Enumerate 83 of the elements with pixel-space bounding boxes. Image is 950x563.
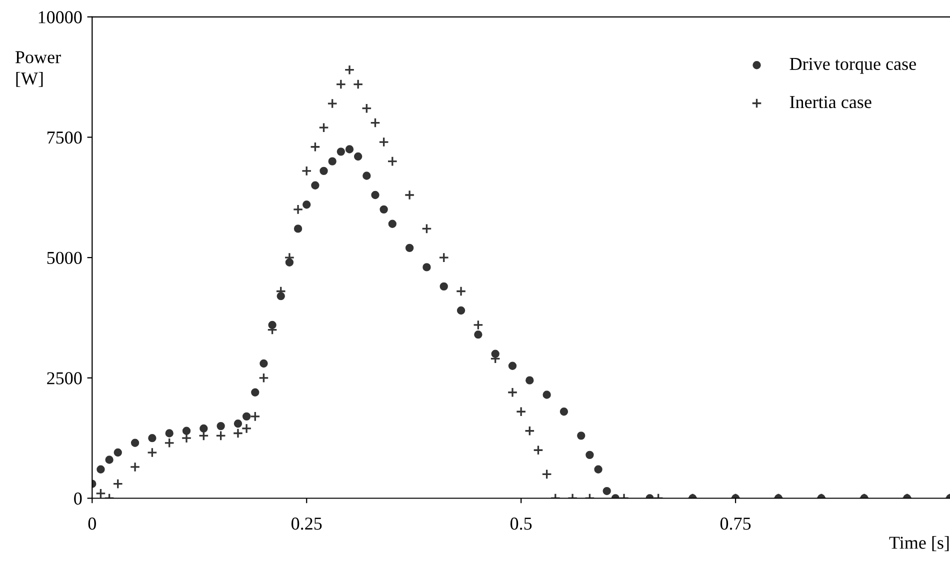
point bbox=[327, 98, 338, 109]
point bbox=[148, 434, 156, 442]
point bbox=[361, 103, 372, 114]
point bbox=[112, 478, 124, 490]
point bbox=[232, 428, 244, 438]
x-tick-label: 0.5 bbox=[510, 518, 532, 530]
x-tick-label: 0 bbox=[88, 518, 96, 530]
point bbox=[311, 181, 320, 190]
y-tick-label: 10000 bbox=[38, 11, 82, 24]
point bbox=[378, 136, 390, 148]
point bbox=[96, 465, 105, 474]
point bbox=[292, 204, 304, 215]
legend-label: Drive torque case bbox=[790, 58, 916, 74]
legend-label: Inertia case bbox=[790, 96, 872, 108]
point bbox=[328, 157, 336, 166]
x-tick-label: 0.75 bbox=[720, 518, 751, 530]
point bbox=[421, 223, 432, 234]
point bbox=[560, 408, 568, 416]
y-tick-label: 0 bbox=[74, 492, 82, 505]
point bbox=[387, 156, 398, 167]
point bbox=[242, 412, 251, 421]
point bbox=[260, 359, 268, 368]
point bbox=[234, 420, 242, 428]
point bbox=[216, 430, 226, 441]
point bbox=[404, 190, 415, 200]
point bbox=[354, 152, 362, 161]
point bbox=[294, 224, 302, 233]
point bbox=[200, 424, 208, 433]
point bbox=[250, 411, 260, 422]
point bbox=[586, 450, 594, 460]
point bbox=[508, 362, 517, 370]
y-axis-title: Power [W] bbox=[15, 51, 61, 87]
point bbox=[345, 145, 354, 154]
point bbox=[524, 426, 535, 436]
point bbox=[105, 456, 114, 464]
point bbox=[516, 406, 526, 417]
point bbox=[405, 244, 414, 252]
point bbox=[114, 448, 122, 457]
point bbox=[146, 447, 158, 458]
point bbox=[594, 465, 602, 474]
point bbox=[336, 148, 346, 156]
point bbox=[251, 388, 260, 396]
point bbox=[310, 142, 320, 152]
point bbox=[542, 468, 552, 480]
point bbox=[456, 306, 466, 315]
point bbox=[318, 122, 329, 133]
point bbox=[456, 286, 466, 296]
point bbox=[96, 488, 106, 498]
point bbox=[130, 462, 140, 472]
point bbox=[507, 387, 518, 398]
point bbox=[320, 166, 328, 176]
point bbox=[370, 118, 380, 128]
y-tick-label: 2500 bbox=[47, 372, 82, 384]
point bbox=[164, 438, 175, 448]
point bbox=[301, 166, 312, 176]
x-tick-label: 0.25 bbox=[292, 518, 322, 530]
y-tick-label: 7500 bbox=[48, 131, 82, 144]
point bbox=[388, 220, 396, 228]
point bbox=[130, 438, 140, 447]
point bbox=[422, 263, 431, 272]
point bbox=[474, 330, 482, 339]
point bbox=[344, 64, 355, 76]
point bbox=[165, 429, 174, 438]
point bbox=[440, 282, 448, 291]
point bbox=[362, 172, 371, 180]
point bbox=[472, 320, 484, 330]
point bbox=[533, 444, 544, 456]
point bbox=[602, 486, 611, 496]
point bbox=[216, 422, 225, 430]
point bbox=[577, 432, 586, 440]
point bbox=[526, 376, 534, 384]
point bbox=[542, 390, 551, 399]
point bbox=[352, 79, 364, 90]
point bbox=[182, 426, 191, 435]
x-axis-title: Time [s] bbox=[889, 536, 949, 552]
point bbox=[380, 205, 388, 214]
point bbox=[258, 372, 269, 384]
point bbox=[336, 79, 346, 90]
y-tick-label: 5000 bbox=[47, 252, 82, 264]
point bbox=[371, 190, 380, 200]
point bbox=[302, 200, 311, 209]
point bbox=[438, 252, 450, 263]
point bbox=[241, 423, 252, 434]
